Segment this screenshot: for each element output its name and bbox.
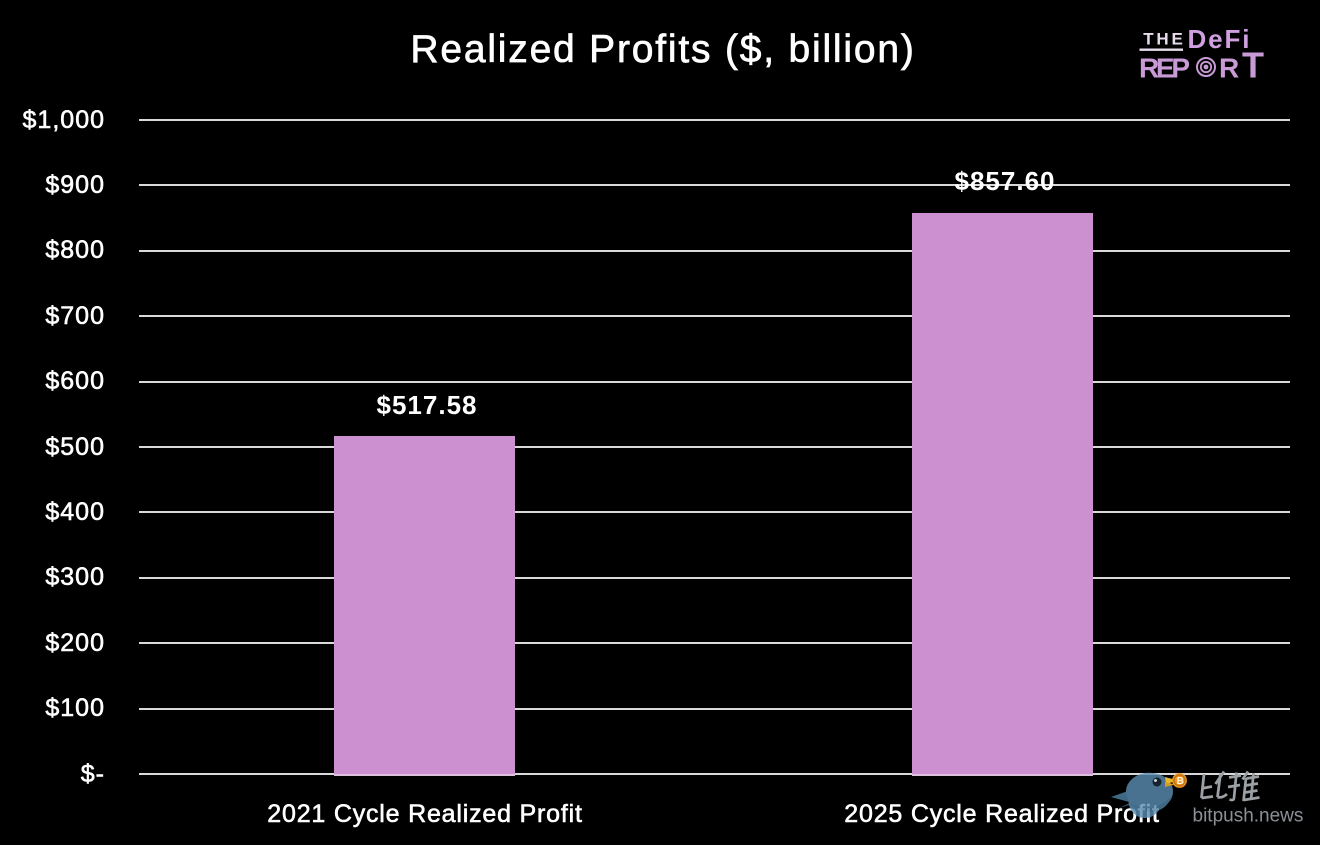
svg-text:DeFi: DeFi <box>1188 24 1250 54</box>
svg-text:T: T <box>1242 45 1264 86</box>
svg-text:B: B <box>1177 776 1184 787</box>
svg-text:R: R <box>1219 53 1239 84</box>
svg-text:THE: THE <box>1143 30 1183 49</box>
svg-text:REP: REP <box>1139 53 1190 84</box>
svg-text:bitpush.news: bitpush.news <box>1193 806 1304 827</box>
